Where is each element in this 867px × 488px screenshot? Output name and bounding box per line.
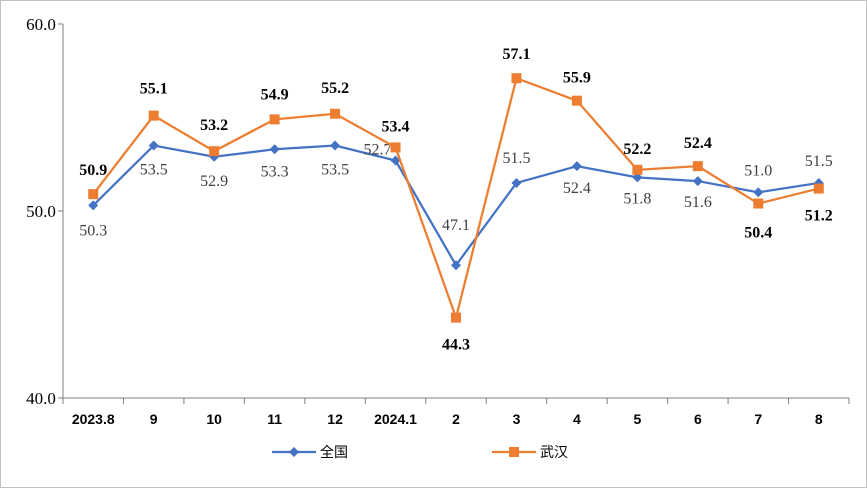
- data-label: 51.8: [623, 190, 651, 207]
- x-tick-label: 6: [694, 411, 702, 427]
- data-label: 57.1: [502, 46, 530, 63]
- x-tick-label: 10: [206, 411, 222, 427]
- data-label: 52.4: [684, 135, 712, 152]
- y-tick-label: 50.0: [26, 202, 56, 221]
- data-point: [390, 142, 401, 153]
- x-tick-label: 9: [150, 411, 158, 427]
- legend-label: 武汉: [540, 445, 568, 461]
- data-point: [451, 260, 461, 271]
- data-label: 55.2: [321, 80, 349, 97]
- x-tick-label: 12: [327, 411, 343, 427]
- x-tick-label: 4: [573, 411, 581, 427]
- data-point: [813, 183, 824, 194]
- data-point: [511, 73, 522, 84]
- data-label: 53.3: [261, 163, 289, 180]
- data-label: 51.0: [744, 162, 772, 179]
- data-point: [330, 108, 341, 119]
- data-label: 53.5: [140, 162, 168, 179]
- data-point: [632, 164, 643, 175]
- x-tick-label: 8: [815, 411, 823, 427]
- x-tick-label: 7: [754, 411, 762, 427]
- x-tick-label: 3: [513, 411, 521, 427]
- x-tick-label: 2: [452, 411, 460, 427]
- data-label: 52.4: [563, 180, 591, 197]
- x-tick-label: 2023.8: [72, 411, 115, 427]
- data-point: [571, 95, 582, 106]
- data-label: 50.9: [79, 162, 107, 179]
- data-label: 51.2: [805, 208, 833, 225]
- y-tick-label: 40.0: [26, 389, 56, 408]
- data-point: [269, 144, 280, 155]
- y-tick-label: 60.0: [26, 15, 56, 34]
- data-label: 52.7: [364, 142, 392, 159]
- data-label: 53.4: [382, 118, 410, 135]
- data-label: 51.5: [502, 150, 530, 167]
- data-point: [753, 187, 764, 198]
- data-point: [269, 114, 280, 125]
- data-label: 55.9: [563, 70, 591, 87]
- data-point: [148, 110, 159, 121]
- data-point: [390, 155, 401, 166]
- data-label: 52.9: [200, 173, 228, 190]
- data-label: 47.1: [442, 217, 470, 234]
- data-point: [692, 161, 703, 172]
- data-point: [692, 176, 703, 187]
- data-label: 50.4: [744, 225, 772, 242]
- data-label: 53.2: [200, 117, 228, 134]
- legend-marker: [289, 447, 299, 457]
- legend-label: 全国: [320, 444, 348, 461]
- data-label: 52.2: [623, 141, 651, 158]
- data-point: [571, 161, 582, 172]
- data-label: 53.5: [321, 162, 349, 179]
- data-point: [451, 312, 461, 323]
- data-label: 44.3: [442, 337, 470, 354]
- data-label: 50.3: [79, 222, 107, 239]
- x-tick-label: 11: [267, 411, 282, 427]
- data-point: [511, 177, 522, 188]
- data-point: [88, 189, 99, 200]
- x-tick-label: 5: [633, 411, 641, 427]
- data-label: 55.1: [140, 81, 168, 98]
- data-point: [148, 140, 159, 151]
- data-label: 51.5: [805, 153, 833, 170]
- legend-marker: [509, 447, 519, 457]
- data-label: 54.9: [261, 86, 289, 103]
- data-point: [209, 146, 220, 157]
- data-point: [753, 198, 764, 209]
- data-point: [88, 200, 99, 211]
- data-point: [330, 140, 341, 151]
- x-tick-label: 2024.1: [374, 411, 417, 427]
- data-label: 51.6: [684, 194, 712, 211]
